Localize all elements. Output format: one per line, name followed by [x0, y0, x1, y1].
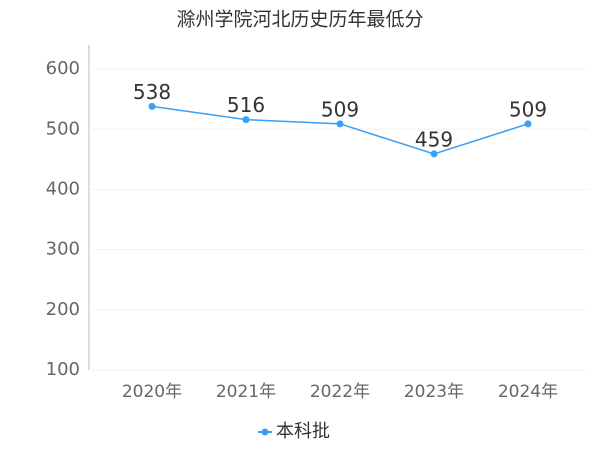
- x-tick-label: 2024年: [498, 382, 558, 402]
- point: [336, 120, 344, 128]
- x-tick-label: 2020年: [122, 382, 182, 402]
- y-tick-label: 300: [46, 239, 80, 260]
- data-label: 516: [227, 93, 265, 117]
- y-tick-label: 100: [46, 359, 80, 380]
- data-label: 509: [321, 97, 359, 121]
- point: [242, 116, 250, 124]
- point: [524, 120, 532, 128]
- x-tick-label: 2021年: [216, 382, 276, 402]
- chart-title: 滁州学院河北历史历年最低分: [176, 9, 423, 31]
- data-label: 459: [415, 127, 453, 151]
- legend-label: 本科批: [276, 421, 330, 442]
- point: [430, 150, 438, 158]
- legend-marker: [261, 428, 269, 436]
- y-tick-label: 400: [46, 178, 80, 199]
- point: [148, 102, 156, 110]
- data-label: 509: [509, 97, 547, 121]
- y-tick-label: 600: [46, 58, 80, 79]
- data-label: 538: [133, 80, 171, 104]
- y-tick-label: 500: [46, 118, 80, 139]
- x-tick-label: 2023年: [404, 382, 464, 402]
- y-tick-label: 200: [46, 299, 80, 320]
- x-tick-label: 2022年: [310, 382, 370, 402]
